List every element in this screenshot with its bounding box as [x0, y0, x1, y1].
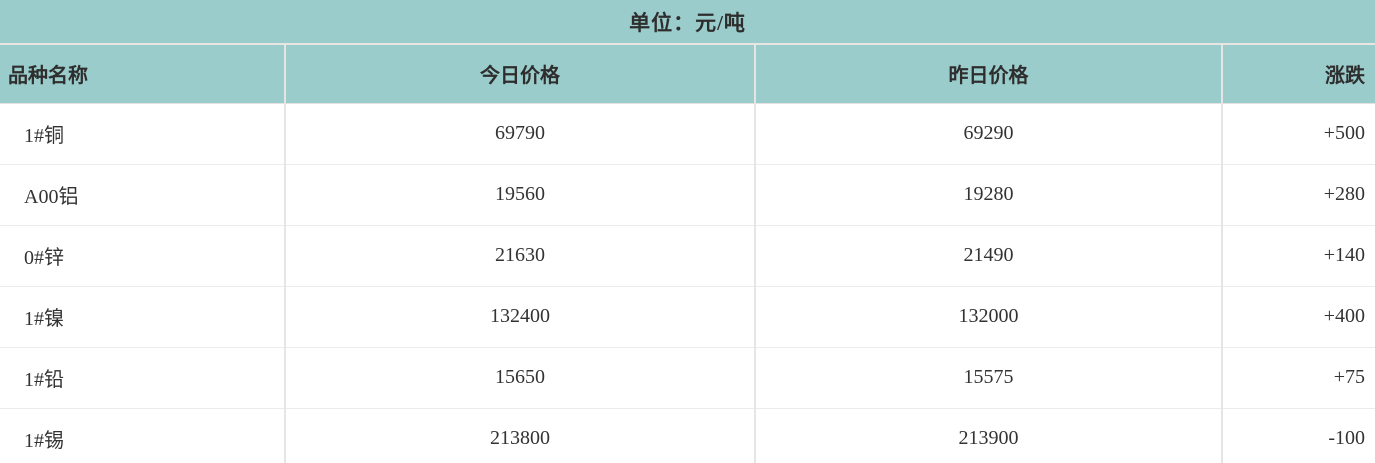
yesterday-price-cell: 19280: [754, 163, 1222, 225]
unit-label: 单位：元/吨: [629, 10, 746, 35]
variety-cell: 1#铜: [0, 102, 285, 164]
table-row: 1#锡 213800 213900 -100: [0, 407, 1375, 463]
yesterday-price-cell: 213900: [754, 407, 1222, 463]
change-cell: +400: [1221, 285, 1375, 347]
change-cell: -100: [1221, 407, 1375, 463]
yesterday-price-cell: 21490: [754, 224, 1222, 286]
today-price-cell: 21630: [284, 224, 755, 286]
table-row: 0#锌 21630 21490 +140: [0, 224, 1375, 286]
today-price-cell: 213800: [284, 407, 755, 463]
change-cell: +140: [1221, 224, 1375, 286]
yesterday-price-cell: 132000: [754, 285, 1222, 347]
variety-cell: A00铝: [0, 163, 285, 225]
table-row: 1#铅 15650 15575 +75: [0, 346, 1375, 408]
unit-title-bar: 单位：元/吨: [0, 0, 1375, 45]
header-variety-name: 品种名称: [0, 45, 285, 103]
header-yesterday-price: 昨日价格: [754, 45, 1222, 103]
today-price-cell: 19560: [284, 163, 755, 225]
yesterday-price-cell: 69290: [754, 102, 1222, 164]
header-change: 涨跌: [1221, 45, 1375, 103]
price-table: 品种名称 今日价格 昨日价格 涨跌 1#铜 69790 69290 +500 A…: [0, 45, 1375, 463]
variety-cell: 1#镍: [0, 285, 285, 347]
table-row: 1#镍 132400 132000 +400: [0, 285, 1375, 347]
change-cell: +500: [1221, 102, 1375, 164]
variety-cell: 1#锡: [0, 407, 285, 463]
table-row: A00铝 19560 19280 +280: [0, 163, 1375, 225]
header-row: 品种名称 今日价格 昨日价格 涨跌: [0, 45, 1375, 103]
yesterday-price-cell: 15575: [754, 346, 1222, 408]
today-price-cell: 132400: [284, 285, 755, 347]
change-cell: +280: [1221, 163, 1375, 225]
today-price-cell: 15650: [284, 346, 755, 408]
change-cell: +75: [1221, 346, 1375, 408]
variety-cell: 1#铅: [0, 346, 285, 408]
table-row: 1#铜 69790 69290 +500: [0, 102, 1375, 164]
header-today-price: 今日价格: [284, 45, 755, 103]
variety-cell: 0#锌: [0, 224, 285, 286]
today-price-cell: 69790: [284, 102, 755, 164]
